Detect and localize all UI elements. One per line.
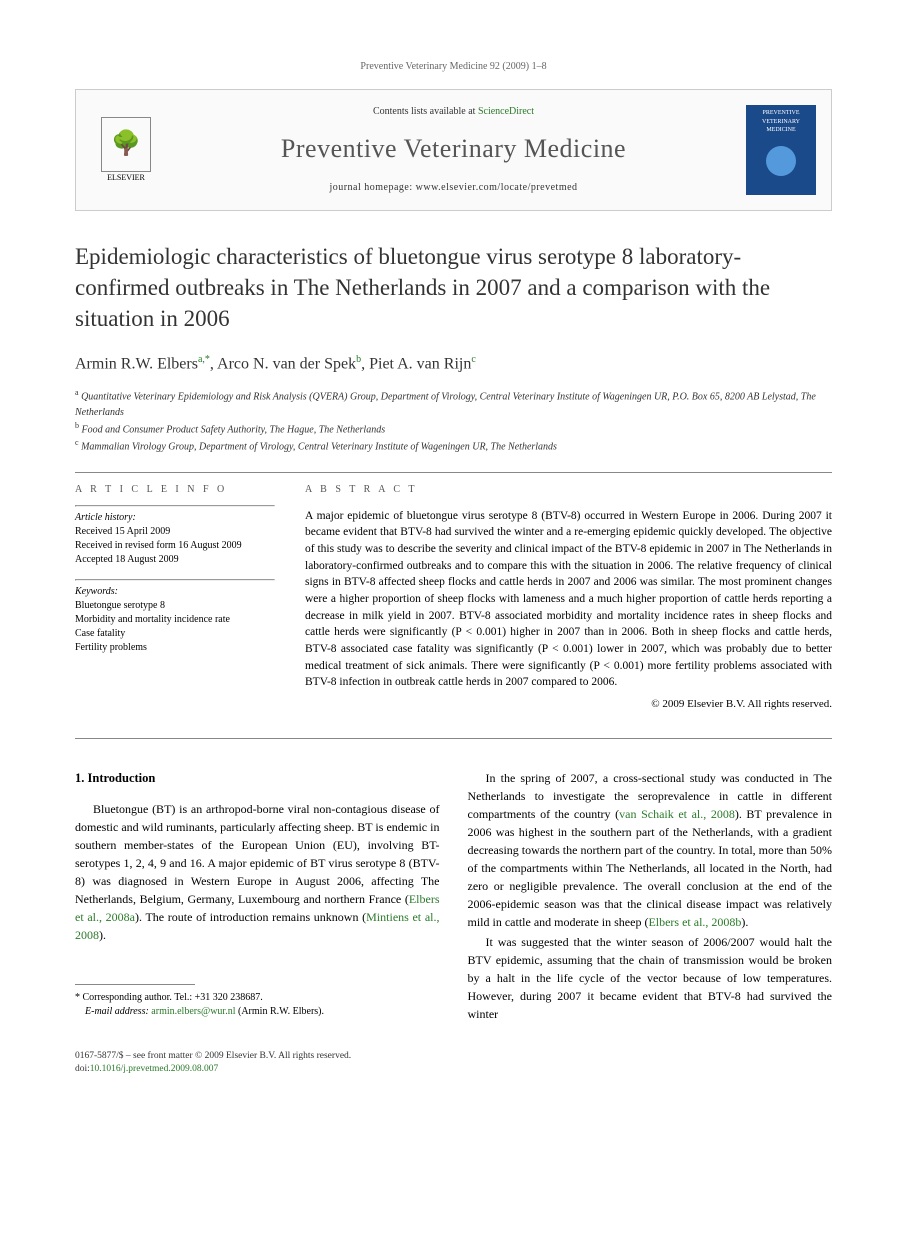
citation-elbers-2008b[interactable]: Elbers et al., 2008b xyxy=(648,915,741,929)
author-3-sup: c xyxy=(471,354,475,365)
left-column: 1. Introduction Bluetongue (BT) is an ar… xyxy=(75,769,440,1025)
right-paragraph-2: It was suggested that the winter season … xyxy=(468,933,833,1023)
section-number: 1. xyxy=(75,771,84,785)
homepage-url[interactable]: www.elsevier.com/locate/prevetmed xyxy=(416,182,578,193)
affiliation-b-text: Food and Consumer Product Safety Authori… xyxy=(82,424,386,435)
citation-vanschaik-2008[interactable]: van Schaik et al., 2008 xyxy=(619,807,735,821)
journal-homepage-line: journal homepage: www.elsevier.com/locat… xyxy=(176,181,731,195)
keywords-block: Keywords: Bluetongue serotype 8 Morbidit… xyxy=(75,585,275,655)
author-1-name: Armin R.W. Elbers xyxy=(75,355,198,372)
rp1-b: ). BT prevalence in 2006 was highest in … xyxy=(468,807,833,929)
running-head: Preventive Veterinary Medicine 92 (2009)… xyxy=(75,60,832,74)
rp1-c: ). xyxy=(741,915,748,929)
divider-top xyxy=(75,472,832,473)
contents-available-line: Contents lists available at ScienceDirec… xyxy=(176,105,731,119)
p1-text-b: ). The route of introduction remains unk… xyxy=(135,910,366,924)
doi-label: doi: xyxy=(75,1064,90,1074)
corr-email[interactable]: armin.elbers@wur.nl xyxy=(151,1006,235,1017)
corr-tel: +31 320 238687. xyxy=(195,992,263,1003)
p1-text-c: ). xyxy=(99,928,106,942)
elsevier-logo: 🌳 ELSEVIER xyxy=(91,110,161,190)
journal-cover-thumbnail: PREVENTIVE VETERINARY MEDICINE xyxy=(746,105,816,195)
abstract-column: A B S T R A C T A major epidemic of blue… xyxy=(305,483,832,713)
article-info-header: A R T I C L E I N F O xyxy=(75,483,275,497)
footnote-rule xyxy=(75,984,195,985)
corr-line-1: * Corresponding author. Tel.: +31 320 23… xyxy=(75,991,440,1005)
keyword-2: Morbidity and mortality incidence rate xyxy=(75,613,275,627)
journal-name: Preventive Veterinary Medicine xyxy=(176,131,731,167)
keyword-3: Case fatality xyxy=(75,627,275,641)
section-1-head: 1. Introduction xyxy=(75,769,440,788)
cover-text: PREVENTIVE VETERINARY MEDICINE xyxy=(750,109,812,134)
author-2-name: Arco N. van der Spek xyxy=(217,355,356,372)
elsevier-label: ELSEVIER xyxy=(107,172,145,183)
article-info-column: A R T I C L E I N F O Article history: R… xyxy=(75,483,275,713)
corr-line-2: E-mail address: armin.elbers@wur.nl (Arm… xyxy=(75,1005,440,1019)
email-label: E-mail address: xyxy=(85,1006,149,1017)
footer-line-1: 0167-5877/$ – see front matter © 2009 El… xyxy=(75,1050,832,1063)
author-3-name: Piet A. van Rijn xyxy=(369,355,471,372)
keyword-1: Bluetongue serotype 8 xyxy=(75,599,275,613)
right-column: In the spring of 2007, a cross-sectional… xyxy=(468,769,833,1025)
history-revised: Received in revised form 16 August 2009 xyxy=(75,539,275,553)
affiliation-a: a Quantitative Veterinary Epidemiology a… xyxy=(75,387,832,419)
journal-header-box: 🌳 ELSEVIER Contents lists available at S… xyxy=(75,89,832,211)
affiliation-c: c Mammalian Virology Group, Department o… xyxy=(75,437,832,454)
homepage-prefix: journal homepage: xyxy=(329,182,415,193)
divider-bottom xyxy=(75,738,832,739)
sciencedirect-link[interactable]: ScienceDirect xyxy=(478,106,534,117)
header-center: Contents lists available at ScienceDirec… xyxy=(176,105,731,195)
article-title: Epidemiologic characteristics of blueton… xyxy=(75,241,832,334)
history-received: Received 15 April 2009 xyxy=(75,525,275,539)
footer-doi-line: doi:10.1016/j.prevetmed.2009.08.007 xyxy=(75,1063,832,1076)
intro-paragraph-1: Bluetongue (BT) is an arthropod-borne vi… xyxy=(75,800,440,944)
right-paragraph-1: In the spring of 2007, a cross-sectional… xyxy=(468,769,833,931)
info-abstract-row: A R T I C L E I N F O Article history: R… xyxy=(75,483,832,713)
info-rule-2 xyxy=(75,579,275,581)
affiliation-a-text: Quantitative Veterinary Epidemiology and… xyxy=(75,392,816,418)
author-2-sup: b xyxy=(356,354,361,365)
page-footer: 0167-5877/$ – see front matter © 2009 El… xyxy=(75,1050,832,1077)
article-history-block: Article history: Received 15 April 2009 … xyxy=(75,511,275,567)
elsevier-tree-icon: 🌳 xyxy=(101,117,151,172)
author-1-sup: a,* xyxy=(198,354,210,365)
abstract-copyright: © 2009 Elsevier B.V. All rights reserved… xyxy=(305,697,832,713)
body-columns: 1. Introduction Bluetongue (BT) is an ar… xyxy=(75,769,832,1025)
abstract-header: A B S T R A C T xyxy=(305,483,832,498)
info-rule-1 xyxy=(75,505,275,507)
history-label: Article history: xyxy=(75,511,275,525)
corr-label: * Corresponding author. Tel.: xyxy=(75,992,195,1003)
doi-link[interactable]: 10.1016/j.prevetmed.2009.08.007 xyxy=(90,1064,219,1074)
p1-text-a: Bluetongue (BT) is an arthropod-borne vi… xyxy=(75,802,440,906)
page-container: Preventive Veterinary Medicine 92 (2009)… xyxy=(0,0,907,1117)
keywords-label: Keywords: xyxy=(75,585,275,599)
section-title: Introduction xyxy=(88,771,156,785)
keyword-4: Fertility problems xyxy=(75,641,275,655)
email-who: (Armin R.W. Elbers). xyxy=(238,1006,324,1017)
contents-prefix: Contents lists available at xyxy=(373,106,478,117)
affiliation-c-text: Mammalian Virology Group, Department of … xyxy=(81,441,557,452)
affiliation-b: b Food and Consumer Product Safety Autho… xyxy=(75,420,832,437)
cover-icon xyxy=(766,146,796,176)
author-list: Armin R.W. Elbersa,*, Arco N. van der Sp… xyxy=(75,353,832,376)
affiliations: a Quantitative Veterinary Epidemiology a… xyxy=(75,387,832,454)
abstract-text: A major epidemic of bluetongue virus ser… xyxy=(305,508,832,691)
corresponding-author-footnote: * Corresponding author. Tel.: +31 320 23… xyxy=(75,991,440,1019)
history-accepted: Accepted 18 August 2009 xyxy=(75,553,275,567)
